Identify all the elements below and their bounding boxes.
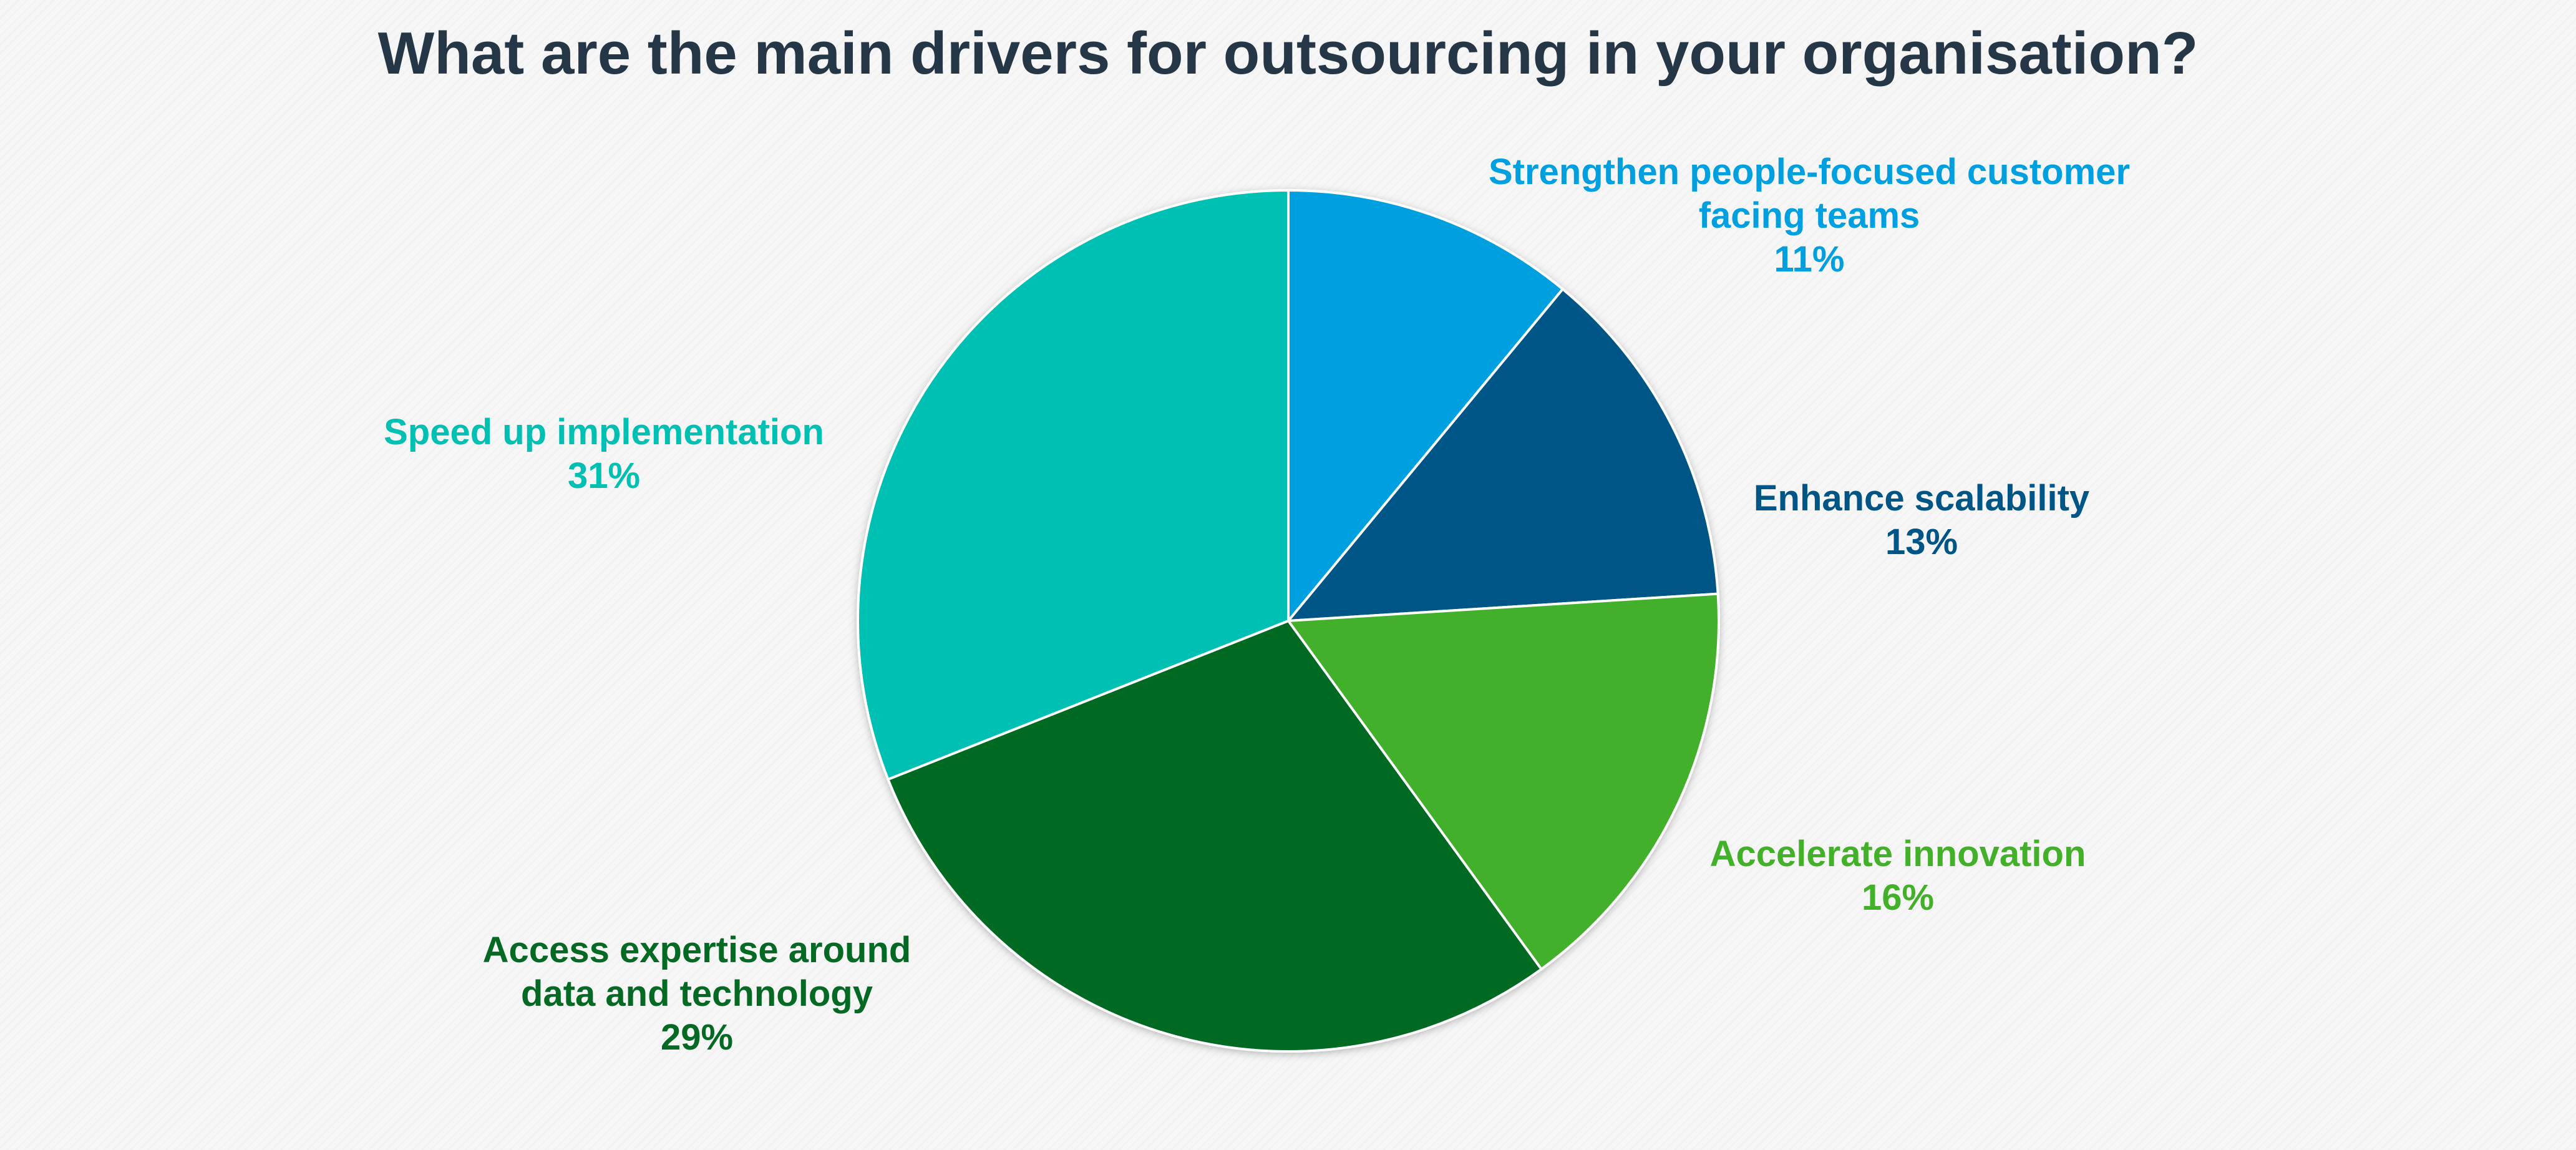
slice-label-speed-up-implementation: Speed up implementation 31%	[384, 412, 824, 496]
pie-slices	[856, 188, 1721, 1053]
slice-percent-accelerate-innovation: 16%	[1862, 877, 1934, 918]
slice-label-accelerate-innovation: Accelerate innovation 16%	[1710, 834, 2086, 918]
slice-percent-enhance-scalability: 13%	[1885, 522, 1958, 562]
slice-label-access-expertise: Access expertise around data and technolo…	[483, 930, 911, 1058]
pie-slice-strengthen-teams	[1287, 188, 1565, 625]
slice-percent-strengthen-teams: 11%	[1774, 239, 1845, 280]
slice-label-line: Strengthen people-focused customer	[1489, 152, 2130, 192]
chart-title: What are the main drivers for outsourcin…	[377, 20, 2199, 87]
slice-label-line: facing teams	[1699, 195, 1920, 236]
slice-label-line: Accelerate innovation	[1710, 834, 2086, 874]
slice-label-strengthen-teams: Strengthen people-focused customer facing…	[1489, 152, 2130, 280]
pie-slice-accelerate-innovation	[1286, 592, 1721, 972]
slice-label-line: Enhance scalability	[1754, 478, 2089, 519]
slice-percent-speed-up-implementation: 31%	[568, 456, 640, 496]
slice-label-line: Access expertise around	[483, 930, 911, 970]
pie-labels: Strengthen people-focused customer facing…	[384, 152, 2130, 1058]
slice-label-line: data and technology	[521, 973, 873, 1014]
slice-percent-access-expertise: 29%	[661, 1017, 733, 1058]
pie-slice-access-expertise	[886, 619, 1543, 1053]
pie-slice-enhance-scalability	[1285, 287, 1719, 623]
pie-slice-speed-up-implementation	[856, 188, 1290, 781]
slice-label-line: Speed up implementation	[384, 412, 824, 452]
slice-label-enhance-scalability: Enhance scalability 13%	[1754, 478, 2089, 562]
